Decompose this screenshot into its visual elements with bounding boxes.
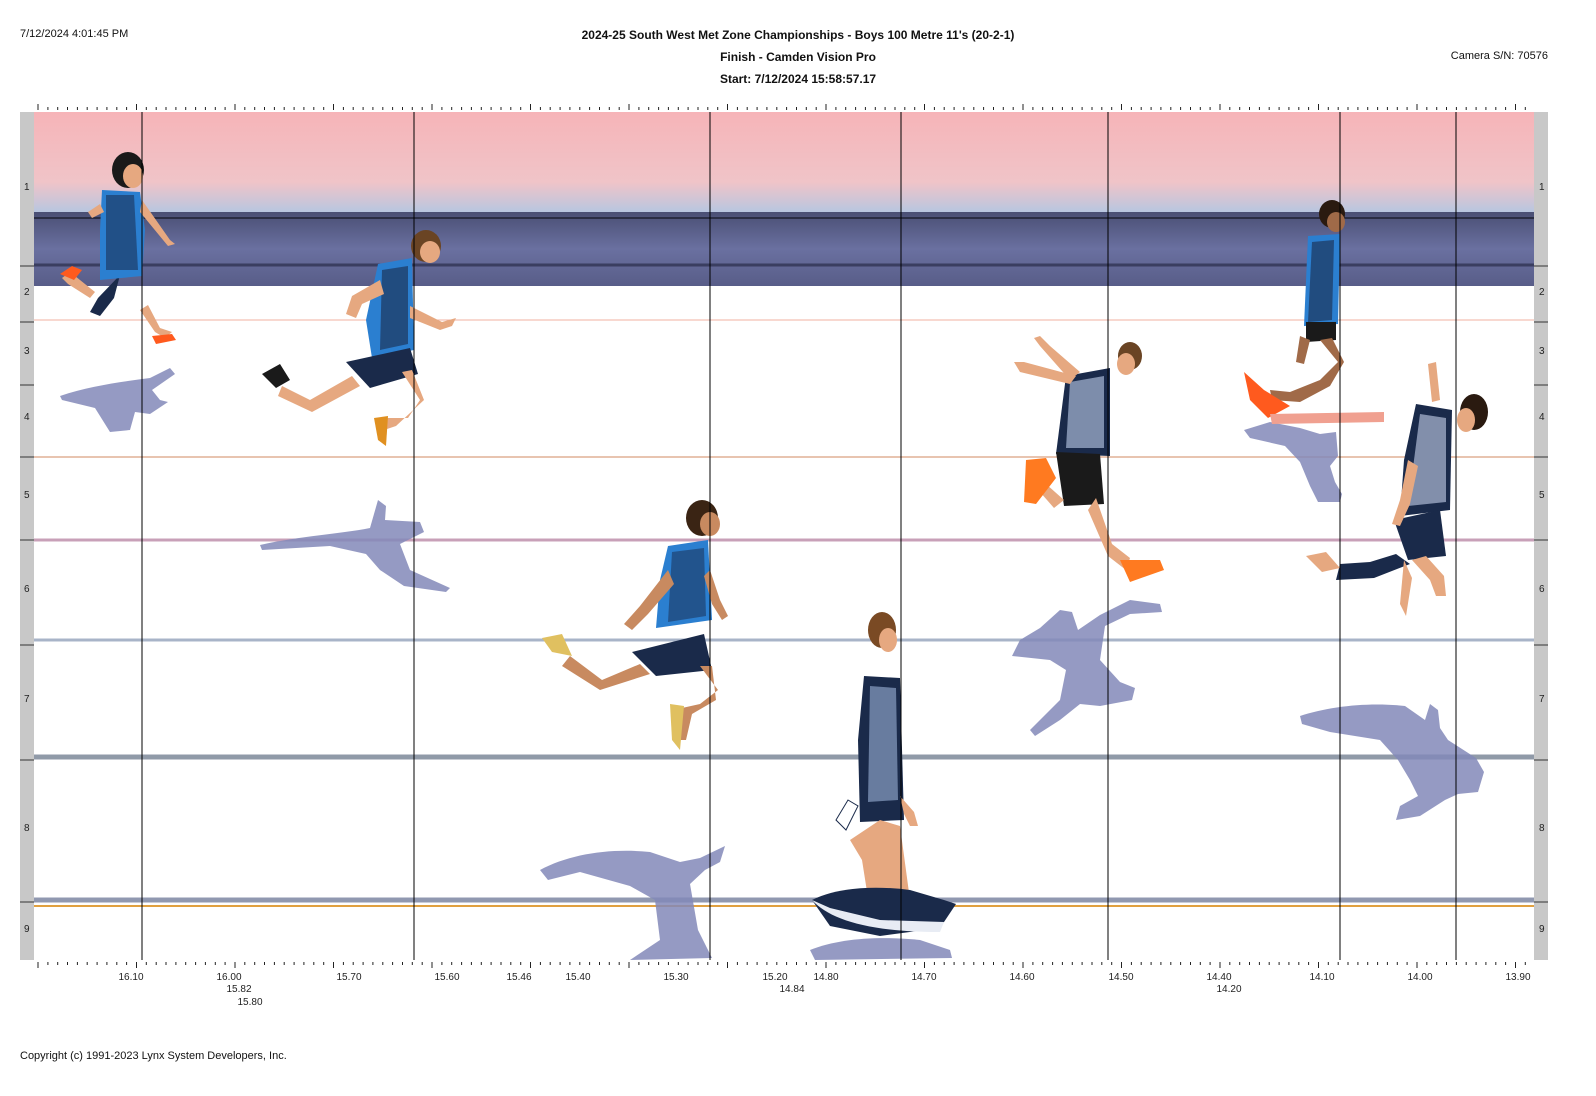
lane-lines bbox=[34, 319, 1534, 907]
lane-number: 2 bbox=[1539, 287, 1545, 298]
runner-lane-1 bbox=[60, 152, 176, 344]
time-label: 15.60 bbox=[434, 972, 459, 983]
header-title-block: 2024-25 South West Met Zone Championship… bbox=[0, 24, 1596, 90]
lane-number: 2 bbox=[24, 287, 30, 298]
lane-number: 6 bbox=[1539, 584, 1545, 595]
lane-number: 7 bbox=[1539, 694, 1545, 705]
lane-number: 5 bbox=[24, 490, 30, 501]
runner-lane-5 bbox=[1014, 336, 1164, 582]
time-label: 15.30 bbox=[663, 972, 688, 983]
lane-number: 4 bbox=[24, 412, 30, 423]
time-label: 14.60 bbox=[1009, 972, 1034, 983]
lane-separators bbox=[20, 265, 1548, 903]
time-label: 15.70 bbox=[336, 972, 361, 983]
time-label: 13.90 bbox=[1505, 972, 1530, 983]
right-lane-bar bbox=[1534, 112, 1548, 960]
time-cursor-lines bbox=[141, 112, 1457, 960]
time-label: 15.20 bbox=[762, 972, 787, 983]
lane-number: 1 bbox=[1539, 182, 1545, 193]
camera-line: Finish - Camden Vision Pro bbox=[720, 50, 876, 64]
time-label: 15.46 bbox=[506, 972, 531, 983]
time-label: 14.50 bbox=[1108, 972, 1133, 983]
lane-number: 8 bbox=[1539, 823, 1545, 834]
time-label: 14.80 bbox=[813, 972, 838, 983]
event-title: 2024-25 South West Met Zone Championship… bbox=[581, 28, 1015, 42]
sky-region bbox=[34, 112, 1534, 212]
runner-lane-4 bbox=[1306, 362, 1488, 616]
time-label: 14.00 bbox=[1407, 972, 1432, 983]
bottom-time-ruler bbox=[37, 962, 1526, 968]
finish-photo[interactable]: 1 1 2 2 3 3 4 4 5 5 6 6 7 7 8 8 9 9 bbox=[0, 100, 1596, 1030]
time-label: 15.82 bbox=[226, 984, 251, 995]
wall-region bbox=[34, 212, 1534, 286]
time-label: 14.20 bbox=[1216, 984, 1241, 995]
time-label: 16.10 bbox=[118, 972, 143, 983]
runner-lane-8 bbox=[812, 612, 956, 936]
time-label: 14.84 bbox=[779, 984, 804, 995]
time-label: 14.40 bbox=[1206, 972, 1231, 983]
lane-number: 9 bbox=[1539, 924, 1545, 935]
time-label: 15.80 bbox=[237, 997, 262, 1008]
start-line: Start: 7/12/2024 15:58:57.17 bbox=[719, 72, 877, 86]
top-time-ruler bbox=[37, 104, 1526, 110]
lane-numbers: 1 1 2 2 3 3 4 4 5 5 6 6 7 7 8 8 9 9 bbox=[24, 182, 1545, 935]
time-label: 14.70 bbox=[911, 972, 936, 983]
lane-number: 3 bbox=[1539, 346, 1545, 357]
lane-number: 1 bbox=[24, 182, 30, 193]
lane-number: 9 bbox=[24, 924, 30, 935]
lane-number: 4 bbox=[1539, 412, 1545, 423]
runner-lane-2b bbox=[1244, 200, 1384, 424]
time-label: 15.40 bbox=[565, 972, 590, 983]
copyright-notice: Copyright (c) 1991-2023 Lynx System Deve… bbox=[20, 1050, 287, 1062]
camera-serial: Camera S/N: 70576 bbox=[1450, 50, 1548, 62]
runner-lane-6 bbox=[542, 500, 728, 750]
runner-shadows bbox=[60, 368, 1484, 960]
print-timestamp: 7/12/2024 4:01:45 PM bbox=[20, 28, 129, 40]
time-label: 14.10 bbox=[1309, 972, 1334, 983]
left-lane-bar bbox=[20, 112, 34, 960]
lane-number: 6 bbox=[24, 584, 30, 595]
lane-number: 5 bbox=[1539, 490, 1545, 501]
lane-number: 7 bbox=[24, 694, 30, 705]
lane-number: 3 bbox=[24, 346, 30, 357]
time-label: 16.00 bbox=[216, 972, 241, 983]
lane-number: 8 bbox=[24, 823, 30, 834]
